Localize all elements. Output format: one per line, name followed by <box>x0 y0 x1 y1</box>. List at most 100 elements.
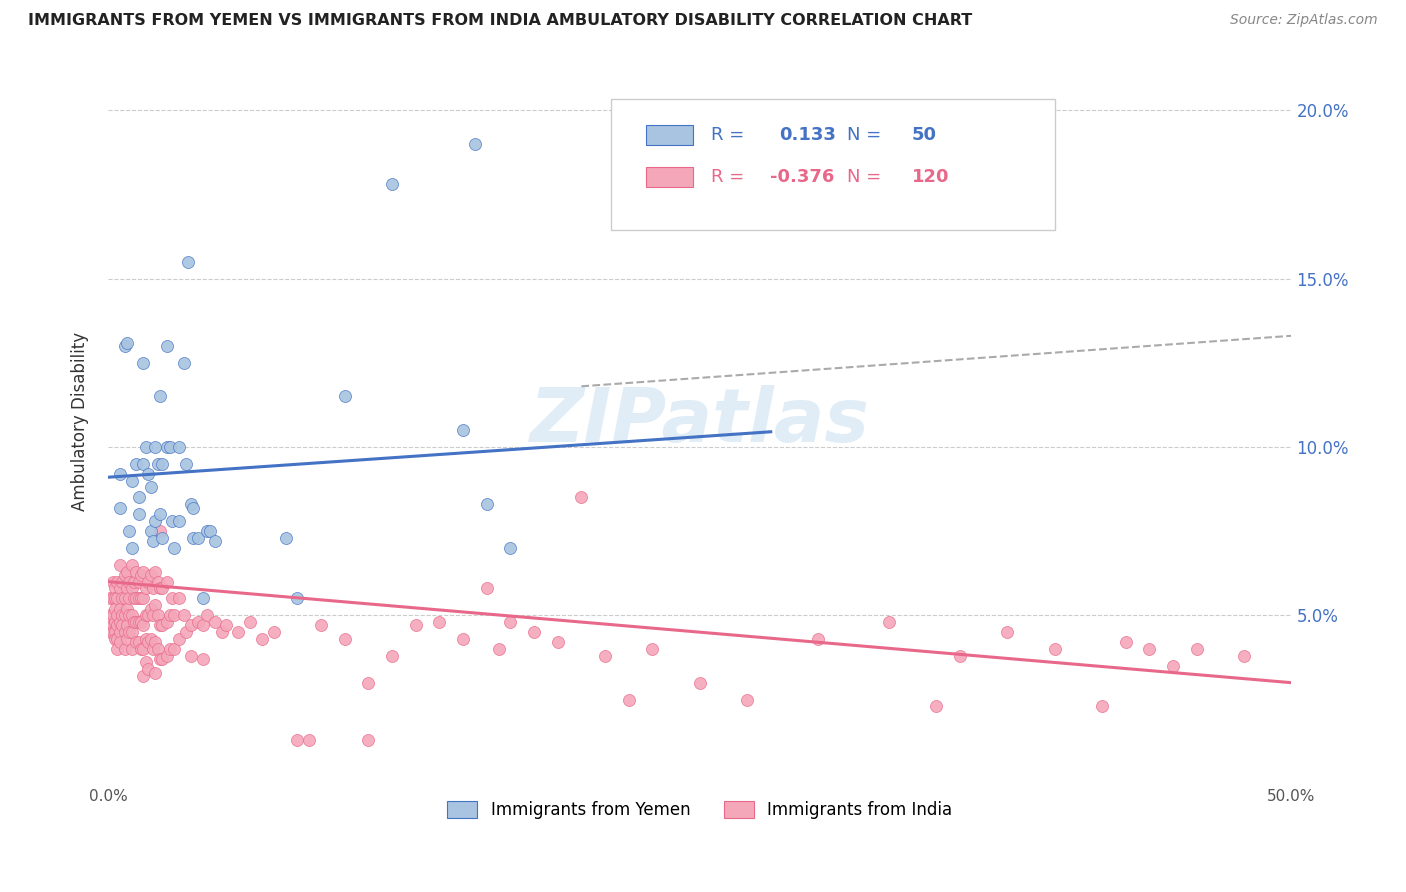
Point <box>405 618 427 632</box>
Point <box>156 615 179 629</box>
Point <box>159 608 181 623</box>
Point <box>807 632 830 646</box>
Point <box>197 608 219 623</box>
Point <box>143 665 166 680</box>
Point <box>156 574 179 589</box>
Point <box>285 733 308 747</box>
Point <box>101 625 124 640</box>
Point <box>143 565 166 579</box>
Point <box>121 541 143 555</box>
Point <box>163 642 186 657</box>
Point <box>197 524 219 538</box>
Point <box>156 648 179 663</box>
Point <box>135 582 157 596</box>
Point <box>226 625 249 640</box>
Point <box>115 601 138 615</box>
Point <box>114 625 136 640</box>
Text: N =: N = <box>846 126 887 144</box>
Point <box>152 618 174 632</box>
Point <box>128 508 150 522</box>
Point <box>114 339 136 353</box>
Point <box>149 524 172 538</box>
Point <box>381 178 404 192</box>
Point <box>108 582 131 596</box>
Point <box>128 635 150 649</box>
Point <box>1043 642 1066 657</box>
Point <box>285 591 308 606</box>
Text: 50: 50 <box>912 126 936 144</box>
Point <box>143 440 166 454</box>
Point <box>118 591 141 606</box>
Point <box>159 440 181 454</box>
Text: -0.376: -0.376 <box>770 168 834 186</box>
Point <box>135 608 157 623</box>
Point <box>1161 658 1184 673</box>
Point <box>173 356 195 370</box>
Point <box>108 500 131 515</box>
Point <box>163 608 186 623</box>
Point <box>177 254 200 268</box>
Text: ZIPatlas: ZIPatlas <box>530 385 870 458</box>
Point <box>104 601 127 615</box>
Point <box>142 608 165 623</box>
Point <box>136 662 159 676</box>
Point <box>142 582 165 596</box>
Point <box>211 625 233 640</box>
Point <box>298 733 321 747</box>
Point <box>174 457 197 471</box>
Point <box>108 625 131 640</box>
Point <box>499 615 522 629</box>
Point <box>1091 699 1114 714</box>
Point <box>488 642 510 657</box>
Point <box>152 457 174 471</box>
Point <box>115 582 138 596</box>
Point <box>129 568 152 582</box>
Point <box>139 601 162 615</box>
Point <box>427 615 450 629</box>
Point <box>167 632 190 646</box>
Point <box>132 591 155 606</box>
Point <box>115 335 138 350</box>
Point <box>104 632 127 646</box>
Point <box>149 508 172 522</box>
Point <box>121 625 143 640</box>
Point <box>215 618 238 632</box>
Point <box>198 524 221 538</box>
Point <box>997 625 1019 640</box>
Point <box>381 648 404 663</box>
Point <box>204 534 226 549</box>
Point <box>125 591 148 606</box>
Point <box>129 591 152 606</box>
Point <box>104 582 127 596</box>
Point <box>107 618 129 632</box>
Point <box>107 591 129 606</box>
Point <box>499 541 522 555</box>
Point <box>1139 642 1161 657</box>
Point <box>152 531 174 545</box>
Point <box>689 675 711 690</box>
Point <box>101 591 124 606</box>
Point <box>191 618 214 632</box>
Text: 120: 120 <box>912 168 949 186</box>
Point <box>180 618 202 632</box>
Point <box>451 632 474 646</box>
Point <box>125 457 148 471</box>
Point <box>181 500 204 515</box>
Point <box>108 635 131 649</box>
Point <box>142 642 165 657</box>
Point <box>121 558 143 572</box>
Point <box>451 423 474 437</box>
Point <box>132 642 155 657</box>
Point <box>187 531 209 545</box>
Point <box>104 615 127 629</box>
Point <box>101 574 124 589</box>
Point <box>98 591 121 606</box>
Point <box>146 574 169 589</box>
Point <box>101 608 124 623</box>
Point <box>274 531 297 545</box>
Point <box>107 632 129 646</box>
Text: IMMIGRANTS FROM YEMEN VS IMMIGRANTS FROM INDIA AMBULATORY DISABILITY CORRELATION: IMMIGRANTS FROM YEMEN VS IMMIGRANTS FROM… <box>28 13 973 29</box>
Point <box>132 565 155 579</box>
Text: Source: ZipAtlas.com: Source: ZipAtlas.com <box>1230 13 1378 28</box>
Point <box>128 615 150 629</box>
